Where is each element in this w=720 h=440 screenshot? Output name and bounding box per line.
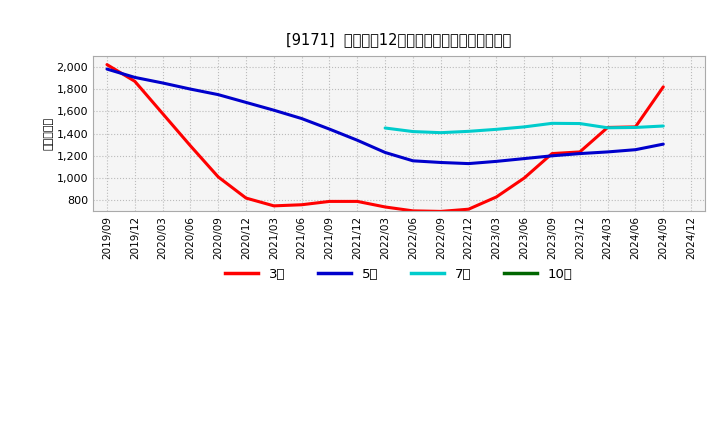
Title: [9171]  経常利益12か月移動合計の平均値の推移: [9171] 経常利益12か月移動合計の平均値の推移 [287,33,512,48]
Y-axis label: （百万円）: （百万円） [44,117,54,150]
Legend: 3年, 5年, 7年, 10年: 3年, 5年, 7年, 10年 [220,262,578,286]
